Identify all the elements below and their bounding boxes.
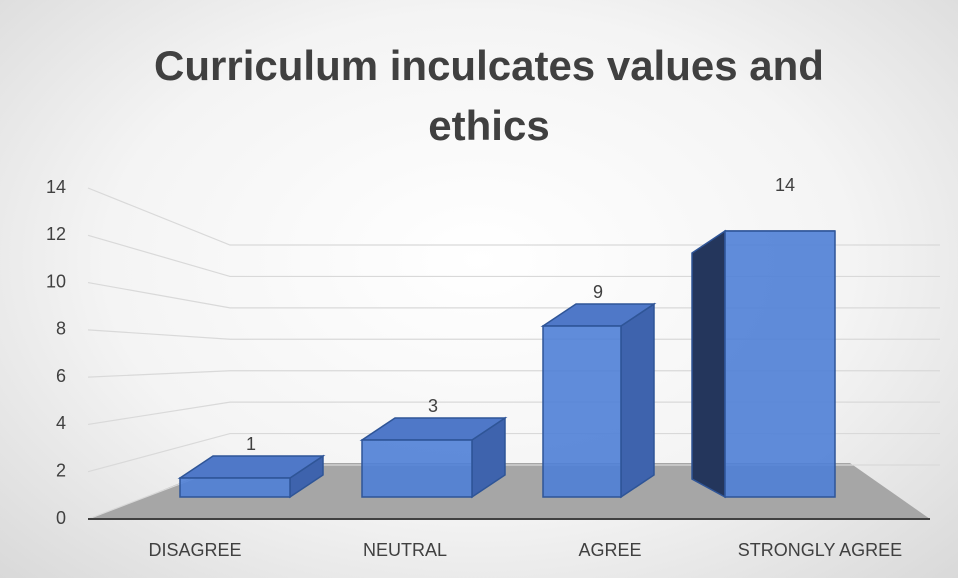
y-tick-label: 12 bbox=[46, 224, 66, 244]
y-tick-label: 6 bbox=[56, 366, 66, 386]
bar-side bbox=[691, 229, 726, 499]
bar-side bbox=[620, 302, 655, 499]
y-tick-label: 2 bbox=[56, 460, 66, 480]
data-label: 1 bbox=[246, 434, 256, 454]
x-tick-label: DISAGREE bbox=[148, 540, 241, 560]
x-tick-label: NEUTRAL bbox=[363, 540, 447, 560]
chart-title: Curriculum inculcates values and ethics bbox=[154, 42, 824, 149]
data-label: 3 bbox=[428, 396, 438, 416]
bar-front bbox=[179, 477, 291, 498]
bar-front bbox=[361, 439, 473, 498]
bar-front bbox=[542, 325, 622, 498]
data-label: 14 bbox=[775, 175, 795, 195]
data-label: 9 bbox=[593, 282, 603, 302]
y-tick-label: 14 bbox=[46, 177, 66, 197]
y-tick-label: 8 bbox=[56, 319, 66, 339]
bar-front bbox=[724, 230, 836, 498]
y-tick-label: 0 bbox=[56, 508, 66, 528]
y-tick-label: 4 bbox=[56, 413, 66, 433]
x-tick-label: STRONGLY AGREE bbox=[738, 540, 902, 560]
y-tick-label: 10 bbox=[46, 271, 66, 291]
x-tick-label: AGREE bbox=[578, 540, 641, 560]
